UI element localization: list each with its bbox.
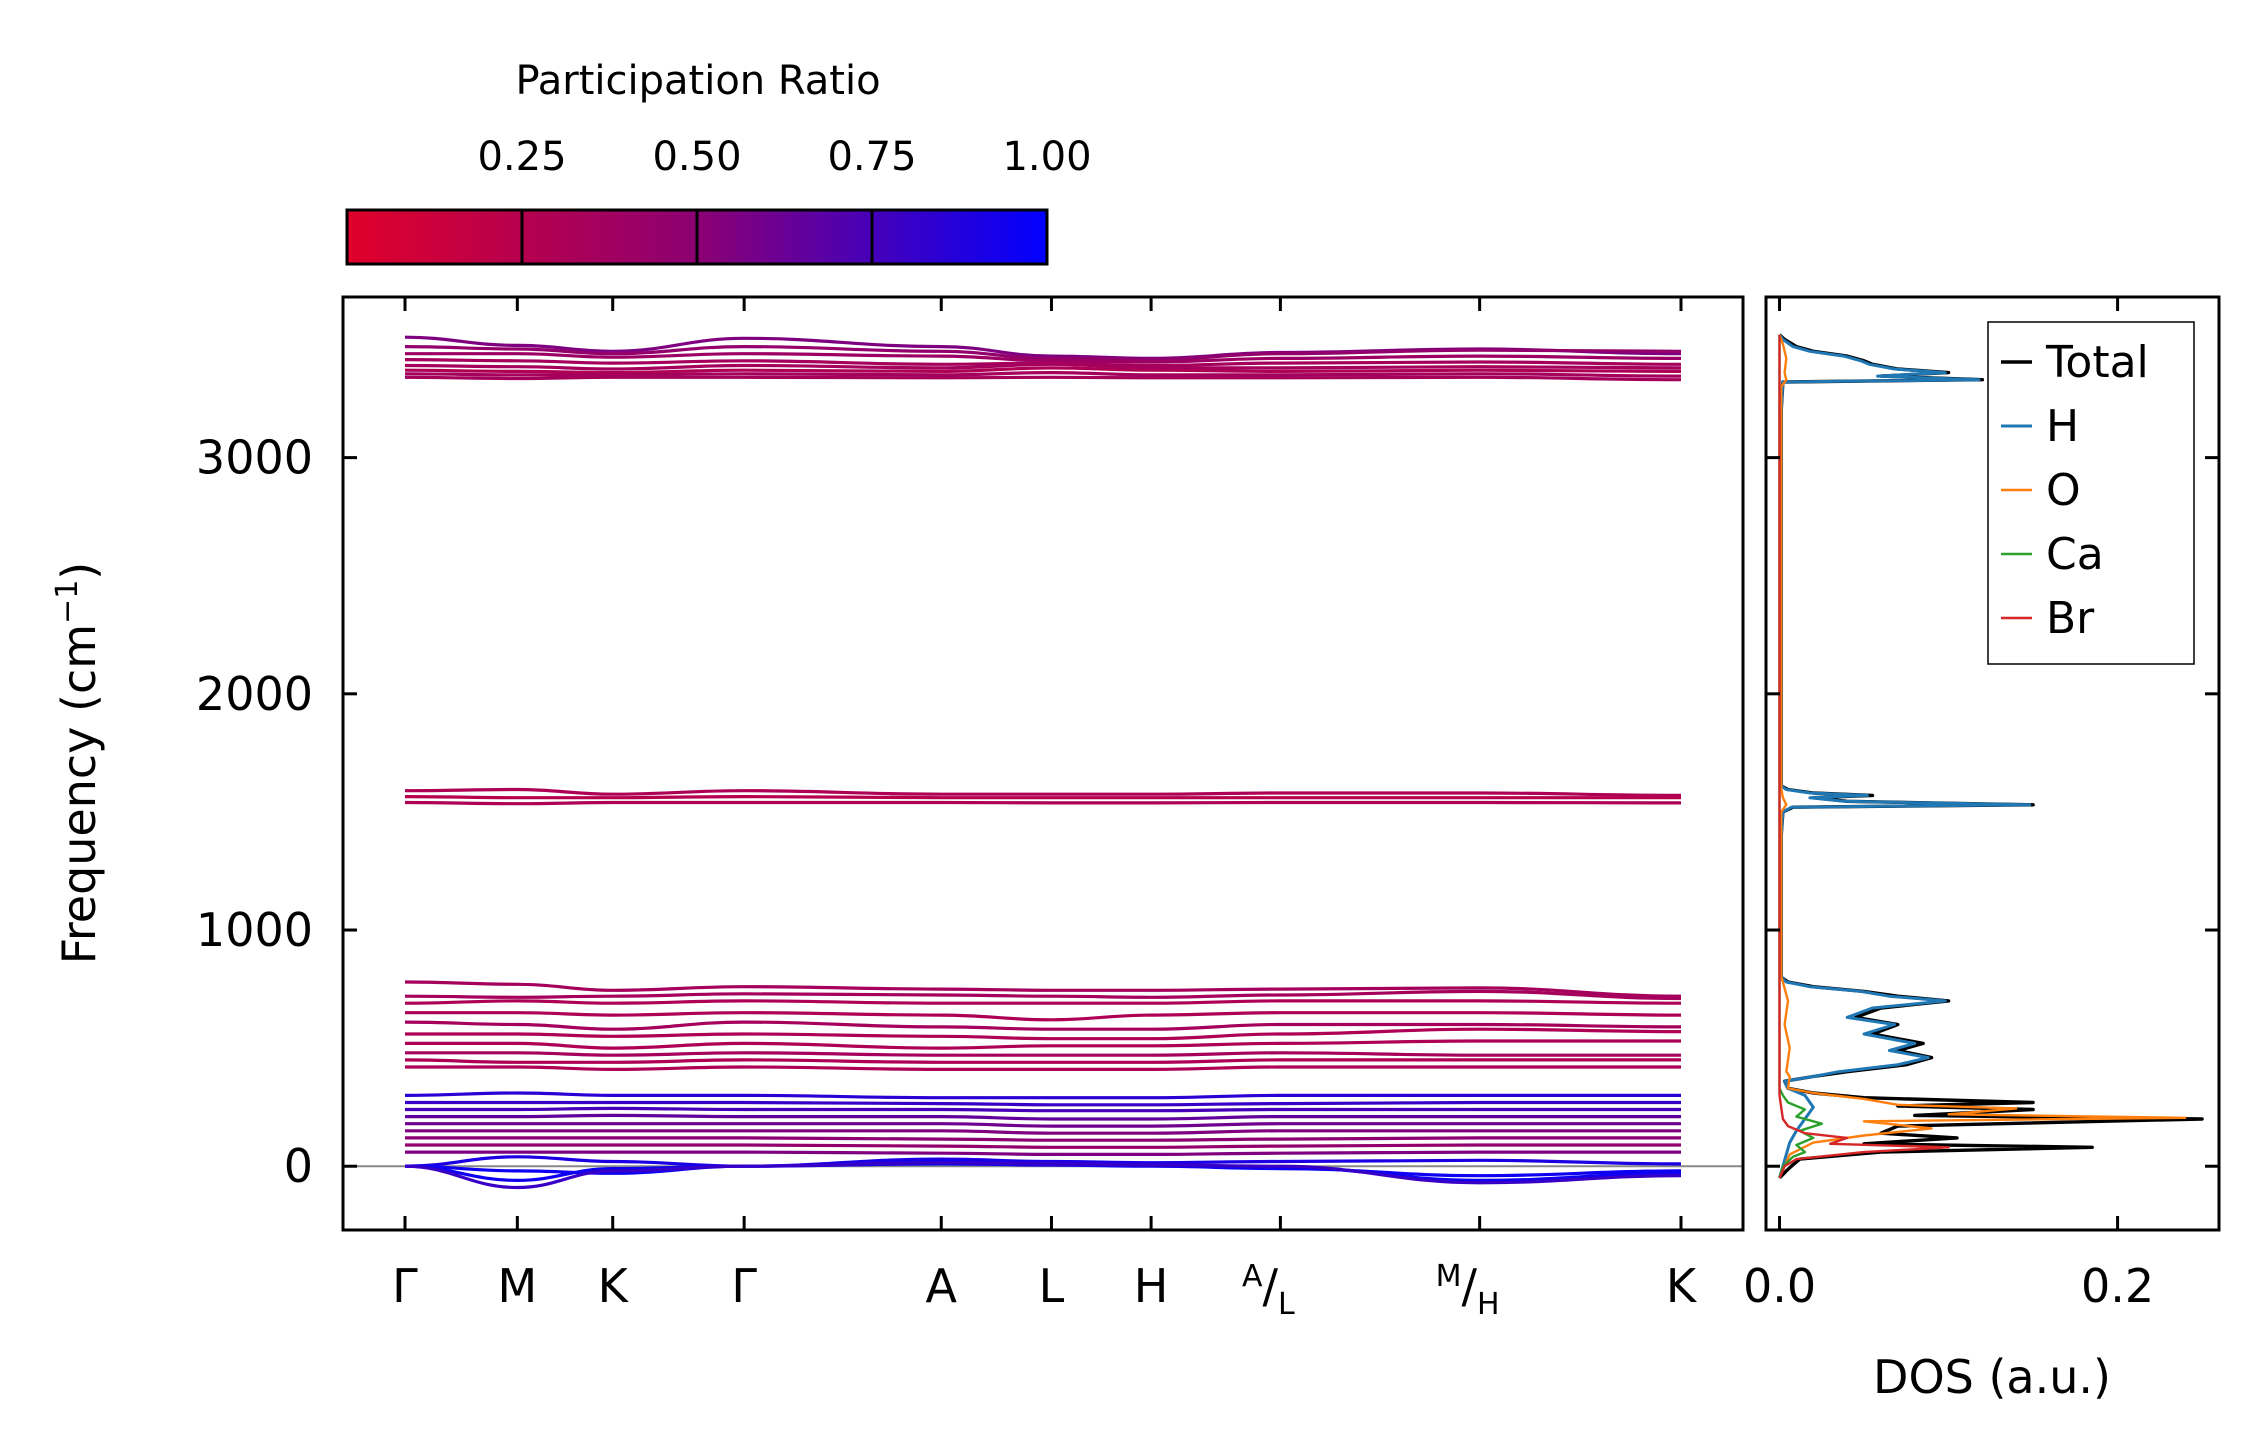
high-symmetry-label: A [926,1259,958,1313]
phonon-band [404,1039,1681,1050]
label-sup: M [1436,1259,1462,1294]
label-sub: H [1477,1287,1500,1322]
colorbar-tick-label: 1.00 [1002,134,1091,180]
phonon-band [404,989,1682,1001]
phonon-band [404,1155,1682,1168]
legend-label-ca: Ca [2046,529,2104,580]
high-symmetry-label: H [1134,1259,1169,1313]
high-symmetry-label: Γ [731,1259,757,1313]
phonon-band [404,1065,1681,1072]
high-symmetry-label: L [1039,1259,1065,1313]
phonon-band [405,1051,1681,1057]
phonon-band [404,800,1682,806]
legend-label-total: Total [2045,337,2149,388]
phonon-band [404,999,1682,1005]
colorbar-tick-labels: 0.25 0.50 0.75 1.00 [477,134,1091,180]
phonon-band [405,352,1682,364]
dos-curve-o [1778,334,2187,1179]
high-symmetry-label: Γ [392,1259,418,1313]
y-tick-label: 1000 [196,903,313,957]
colorbar-label: Participation Ratio [515,58,880,104]
dos-curve-br [1778,334,1950,1179]
y-axis-label-main: Frequency (cm [52,624,106,964]
legend-label-h: H [2046,401,2079,452]
y-tick-label: 0 [284,1139,313,1193]
dos-legend: Total HO Ca Br [1987,321,2195,665]
phonon-band [404,362,1682,371]
high-symmetry-label: K [1666,1259,1698,1313]
phonon-band [404,794,1681,800]
band-x-ticks: Γ M K Γ A L H A/LM/H K [392,297,1698,1322]
dos-panel: 0.0 0.2 DOS (a.u.) [1743,295,2221,1404]
phonon-band [405,1011,1682,1022]
phonon-band [404,787,1682,797]
label-slash: / [1462,1259,1478,1313]
phonon-band [405,1129,1681,1135]
phonon-band [405,1122,1681,1128]
band-plot-frame [341,295,1745,1232]
dos-curves [1778,333,2204,1180]
dos-x-tick-label: 0.0 [1743,1259,1816,1313]
phonon-band [404,1161,1682,1190]
phonon-band [404,366,1682,375]
high-symmetry-label: A/L [1242,1259,1295,1322]
colorbar-tick-label: 0.50 [652,134,741,180]
phonon-band [404,1091,1681,1100]
colorbar-ticks [520,210,874,264]
phonon-band [405,1106,1681,1113]
legend-label-br: Br [2046,593,2095,644]
legend-label-o: O [2046,465,2081,516]
high-symmetry-label: K [598,1259,630,1313]
phonon-band [404,1020,1682,1031]
phonon-band [404,358,1682,368]
dos-ticks: 0.0 0.2 [1743,297,2219,1313]
legend-frame [1987,321,2195,665]
phonon-band [405,1136,1681,1142]
phonon-band [404,370,1682,378]
label-slash: / [1263,1259,1279,1313]
band-y-ticks: 0 1000 2000 3000 [196,431,357,1193]
y-axis-label: Frequency (cm−1) [50,562,106,965]
legend-items: Total HO Ca Br [2001,337,2149,644]
phonon-bands [404,335,1682,1190]
y-axis-label-close: ) [52,562,106,580]
high-symmetry-label: M [497,1259,537,1313]
dos-curve-ca [1778,334,1823,1179]
phonon-band [404,1113,1681,1121]
y-axis-label-sup: −1 [50,580,85,624]
colorbar: Participation Ratio 0.25 0.50 0.75 1.00 [345,58,1092,266]
phonon-band [405,1027,1682,1041]
dos-plot-frame [1764,295,2221,1232]
colorbar-tick-label: 0.75 [827,134,916,180]
label-sub: L [1278,1287,1295,1322]
y-tick-label: 2000 [196,667,313,721]
high-symmetry-label: M/H [1436,1259,1500,1322]
phonon-band [405,1100,1681,1107]
phonon-band [404,1150,1681,1157]
dos-x-axis-label: DOS (a.u.) [1873,1350,2111,1404]
phonon-band [404,1058,1681,1064]
phonon-band [404,344,1682,362]
colorbar-tick-label: 0.25 [477,134,566,180]
y-tick-label: 3000 [196,431,313,485]
phonon-band [404,980,1682,998]
phonon-band [404,375,1682,382]
dos-x-tick-label: 0.2 [2081,1259,2154,1313]
label-sup: A [1242,1259,1263,1294]
phonon-band [405,1143,1681,1149]
